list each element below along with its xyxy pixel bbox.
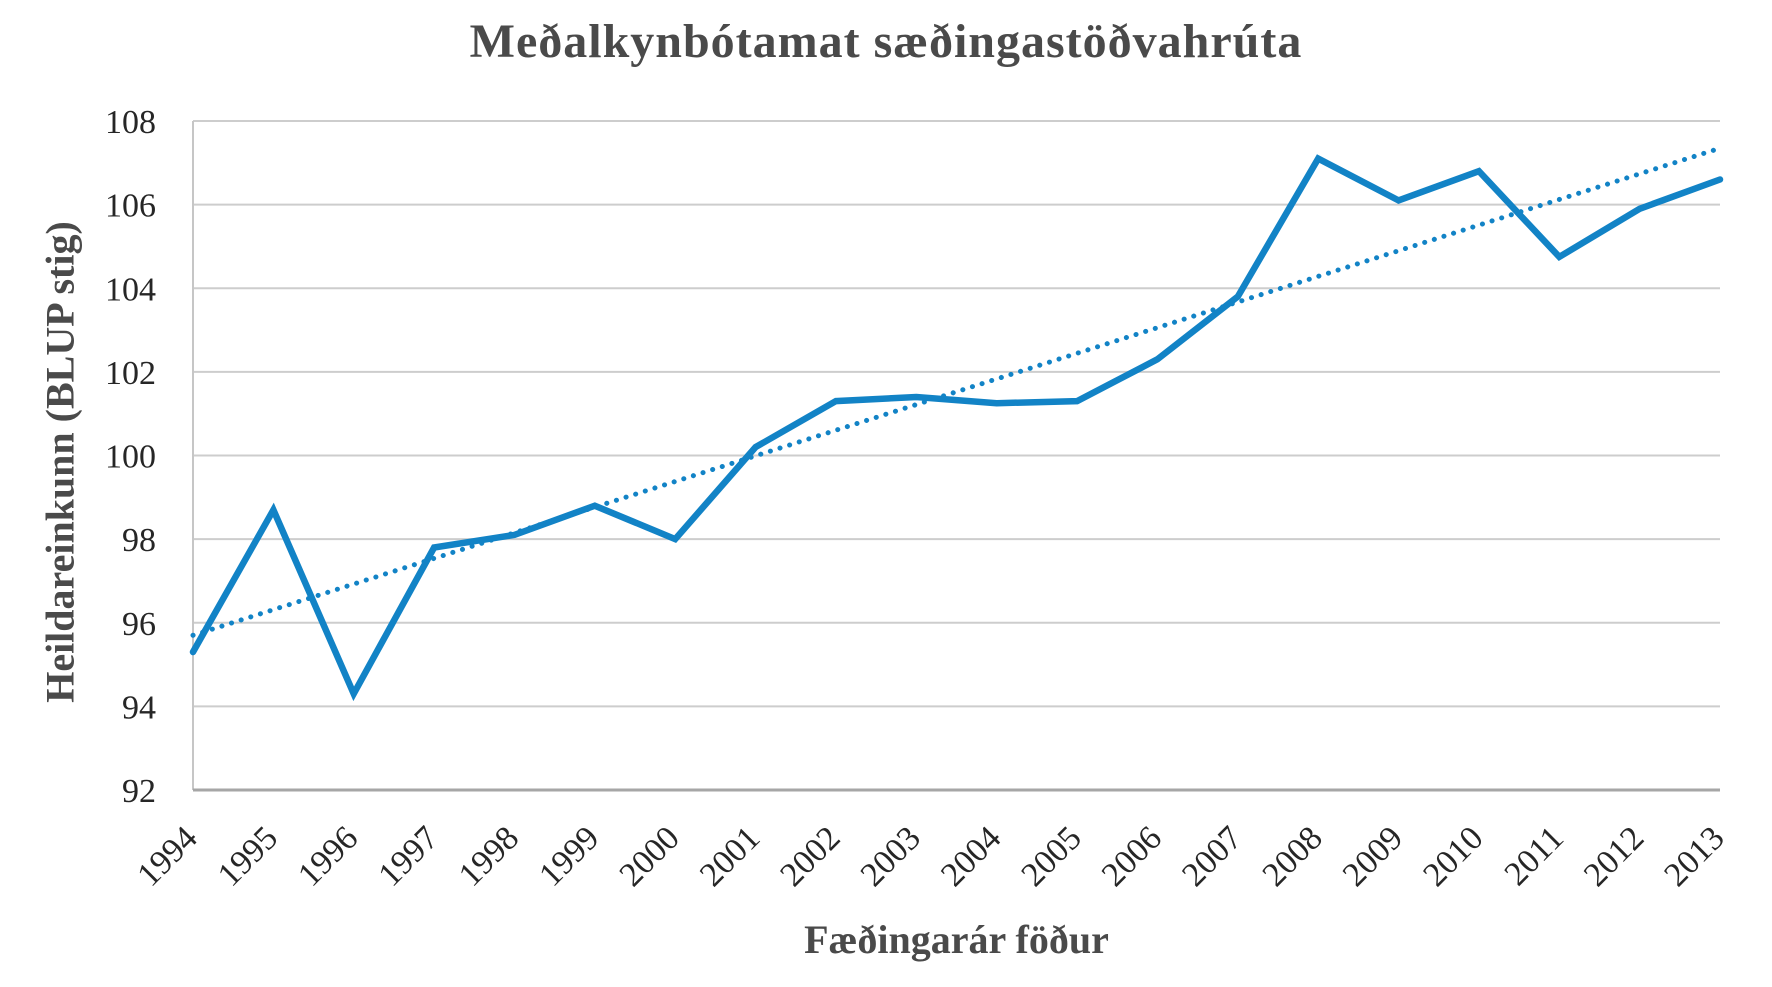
x-tick-label: 1995 [211,819,285,893]
x-tick-label: 2011 [1498,819,1571,892]
x-tick-label: 2012 [1577,819,1651,893]
chart-title: Meðalkynbótamat sæðingastöðvahrúta [469,15,1303,68]
x-tick-label: 1998 [452,819,526,893]
x-tick-label: 2007 [1175,819,1249,893]
y-axis-title: Heildareinkunn (BLUP stig) [37,221,83,703]
y-tick-label: 100 [105,439,156,476]
trendline-layer [190,145,1723,638]
x-tick-label: 1994 [130,819,204,893]
y-tick-label: 106 [105,188,156,225]
x-tick-label: 2013 [1657,819,1731,893]
x-tick-labels: 1994 1995 1996 1997 1998 1999 2000 2001 2002 2003… [130,819,1731,893]
x-tick-label: 2000 [613,819,687,893]
x-tick-label: 2002 [773,819,847,893]
y-tick-label: 96 [122,606,156,643]
x-tick-label: 2005 [1015,819,1089,893]
axes [192,121,1720,792]
y-tick-label: 104 [105,271,156,308]
x-tick-label: 2006 [1095,819,1169,893]
x-tick-label: 2003 [854,819,928,893]
y-tick-label: 94 [122,689,156,726]
x-tick-label: 1999 [532,819,606,893]
x-tick-label: 2008 [1256,819,1330,893]
y-tick-labels: 92 94 96 98 100 102 104 106 108 [105,104,156,810]
x-tick-label: 1996 [291,819,365,893]
y-tick-label: 102 [105,355,156,392]
series-lines [189,154,1724,702]
trendline [190,145,1723,638]
x-tick-label: 2010 [1416,819,1490,893]
x-tick-label: 2001 [693,819,767,893]
y-tick-label: 98 [122,522,156,559]
x-tick-label: 2009 [1336,819,1410,893]
gridlines [193,120,1720,708]
x-tick-label: 2004 [934,819,1008,893]
x-axis-title: Fæðingarár föður [804,917,1109,962]
y-tick-label: 108 [105,104,156,141]
x-tick-label: 1997 [372,819,446,893]
y-tick-label: 92 [122,773,156,810]
data-series-line [189,154,1724,702]
